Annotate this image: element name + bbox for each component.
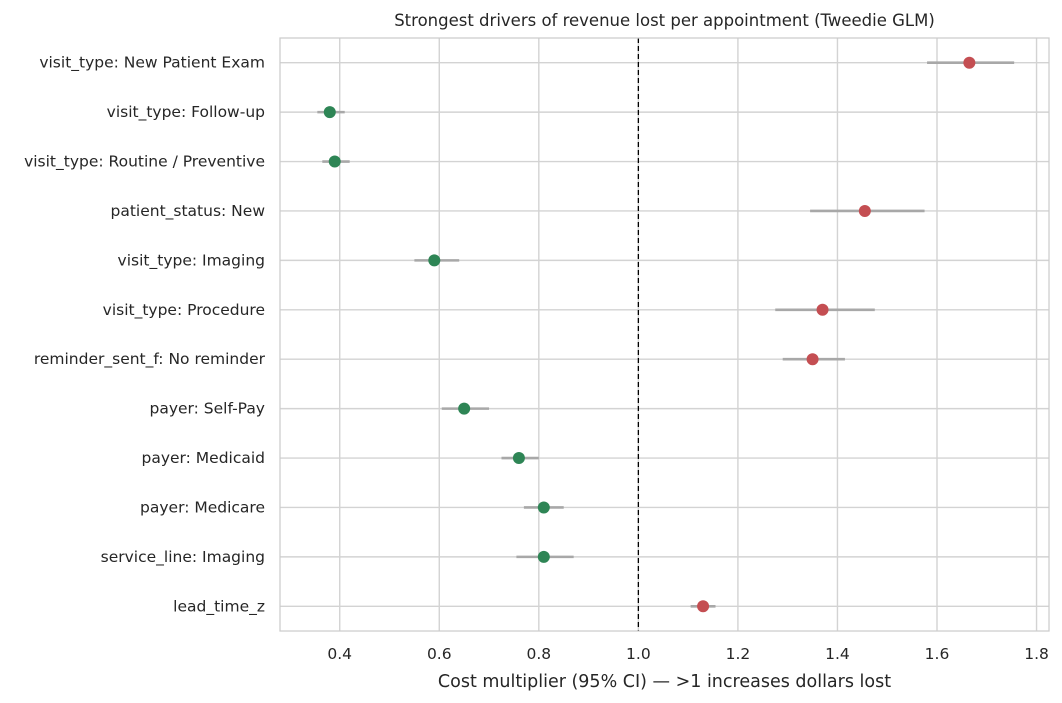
x-tick-label: 0.8 xyxy=(526,645,551,663)
y-tick-label: patient_status: New xyxy=(111,202,266,221)
y-tick-label: visit_type: Procedure xyxy=(103,301,265,320)
x-tick-label: 0.4 xyxy=(327,645,352,663)
y-tick-label: service_line: Imaging xyxy=(101,548,265,567)
y-tick-label: lead_time_z xyxy=(173,597,265,616)
x-tick-label: 1.4 xyxy=(825,645,850,663)
estimate-point xyxy=(858,204,871,217)
y-tick-label: payer: Medicare xyxy=(140,498,265,516)
chart-title: Strongest drivers of revenue lost per ap… xyxy=(394,11,935,30)
y-tick-label: visit_type: Routine / Preventive xyxy=(24,153,265,172)
y-tick-label: reminder_sent_f: No reminder xyxy=(34,350,266,369)
estimate-point xyxy=(697,600,710,613)
x-tick-label: 0.6 xyxy=(427,645,452,663)
estimate-point xyxy=(328,155,341,168)
x-axis-title: Cost multiplier (95% CI) — >1 increases … xyxy=(438,672,891,692)
x-tick-labels: 0.4 0.6 0.8 1.0 1.2 1.4 1.6 1.8 xyxy=(327,645,1048,663)
estimate-point xyxy=(806,353,819,366)
estimate-point xyxy=(963,56,976,69)
plot-frame xyxy=(279,37,1050,632)
x-tick-label: 1.0 xyxy=(626,645,651,663)
x-tick-label: 1.8 xyxy=(1024,645,1049,663)
y-tick-label: visit_type: Imaging xyxy=(118,251,265,270)
estimate-point xyxy=(512,452,525,465)
estimate-points xyxy=(323,56,976,613)
estimate-point xyxy=(537,501,550,514)
x-tick-label: 1.2 xyxy=(726,645,751,663)
x-tick-label: 1.6 xyxy=(925,645,950,663)
plot-area xyxy=(280,38,1049,631)
estimate-point xyxy=(428,254,441,267)
grid-layer xyxy=(280,38,1049,631)
y-tick-label: payer: Medicaid xyxy=(141,449,265,467)
y-tick-label: payer: Self-Pay xyxy=(149,400,265,418)
y-tick-label: visit_type: Follow-up xyxy=(107,103,265,122)
estimate-point xyxy=(816,303,829,316)
y-tick-labels: visit_type: New Patient Exam visit_type: … xyxy=(24,54,266,617)
y-tick-label: visit_type: New Patient Exam xyxy=(39,54,265,73)
estimate-point xyxy=(537,550,550,563)
estimate-point xyxy=(323,106,336,119)
estimate-point xyxy=(458,402,471,415)
